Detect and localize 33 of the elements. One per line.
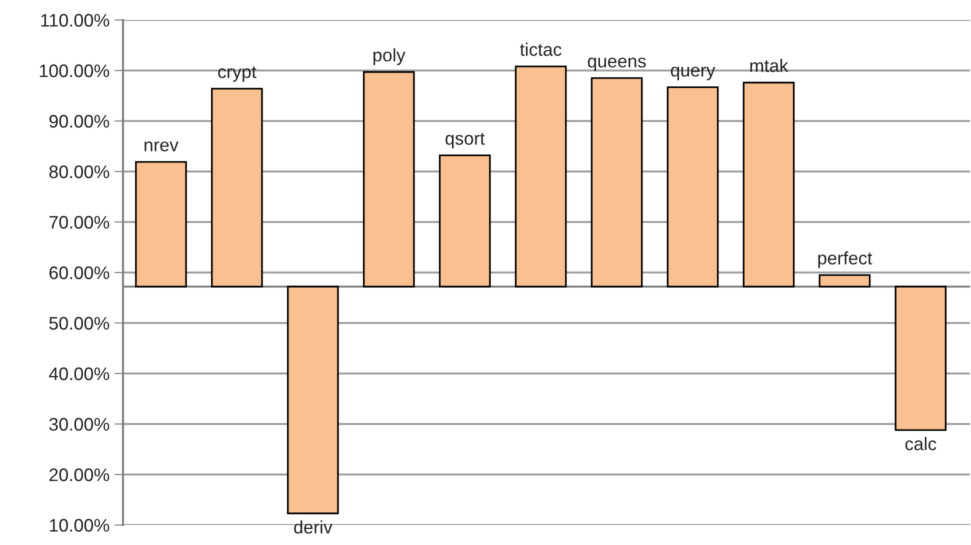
x-tick-label: mtak bbox=[750, 58, 788, 72]
y-tick-label: 80.00% bbox=[49, 165, 110, 178]
bar bbox=[438, 154, 491, 288]
x-tick-label: query bbox=[670, 66, 716, 80]
x-tick-label: qsort bbox=[446, 132, 485, 148]
x-tick-label: calc bbox=[905, 437, 936, 450]
y-tick-label: 100.00% bbox=[40, 64, 110, 78]
x-tick-label: perfect bbox=[818, 251, 872, 268]
x-tick-label: deriv bbox=[294, 520, 332, 534]
bar bbox=[818, 274, 871, 288]
y-tick-label: 20.00% bbox=[49, 468, 110, 482]
y-tick-label: 90.00% bbox=[49, 114, 110, 128]
y-tick-label: 50.00% bbox=[49, 316, 110, 330]
bar bbox=[362, 71, 415, 288]
y-tick-label: 40.00% bbox=[48, 367, 110, 380]
bar bbox=[135, 161, 187, 288]
bar bbox=[590, 77, 643, 288]
x-tick-label: poly bbox=[373, 48, 406, 66]
bar bbox=[514, 66, 567, 288]
y-tick-label: 70.00% bbox=[49, 216, 110, 229]
x-tick-label: nrev bbox=[144, 142, 178, 152]
x-tick-label: queens bbox=[588, 58, 646, 72]
bar bbox=[894, 286, 947, 431]
bar bbox=[666, 86, 719, 288]
bar bbox=[742, 82, 795, 288]
y-tick-label: 10.00% bbox=[50, 518, 110, 532]
y-tick-label: 30.00% bbox=[49, 418, 110, 431]
y-tick-label: 110.00% bbox=[41, 14, 110, 27]
x-tick-label: crypt bbox=[218, 66, 256, 82]
bar bbox=[211, 88, 263, 288]
bar bbox=[287, 286, 339, 514]
x-tick-label: tictac bbox=[520, 42, 562, 56]
y-tick-label: 60.00% bbox=[49, 266, 110, 280]
